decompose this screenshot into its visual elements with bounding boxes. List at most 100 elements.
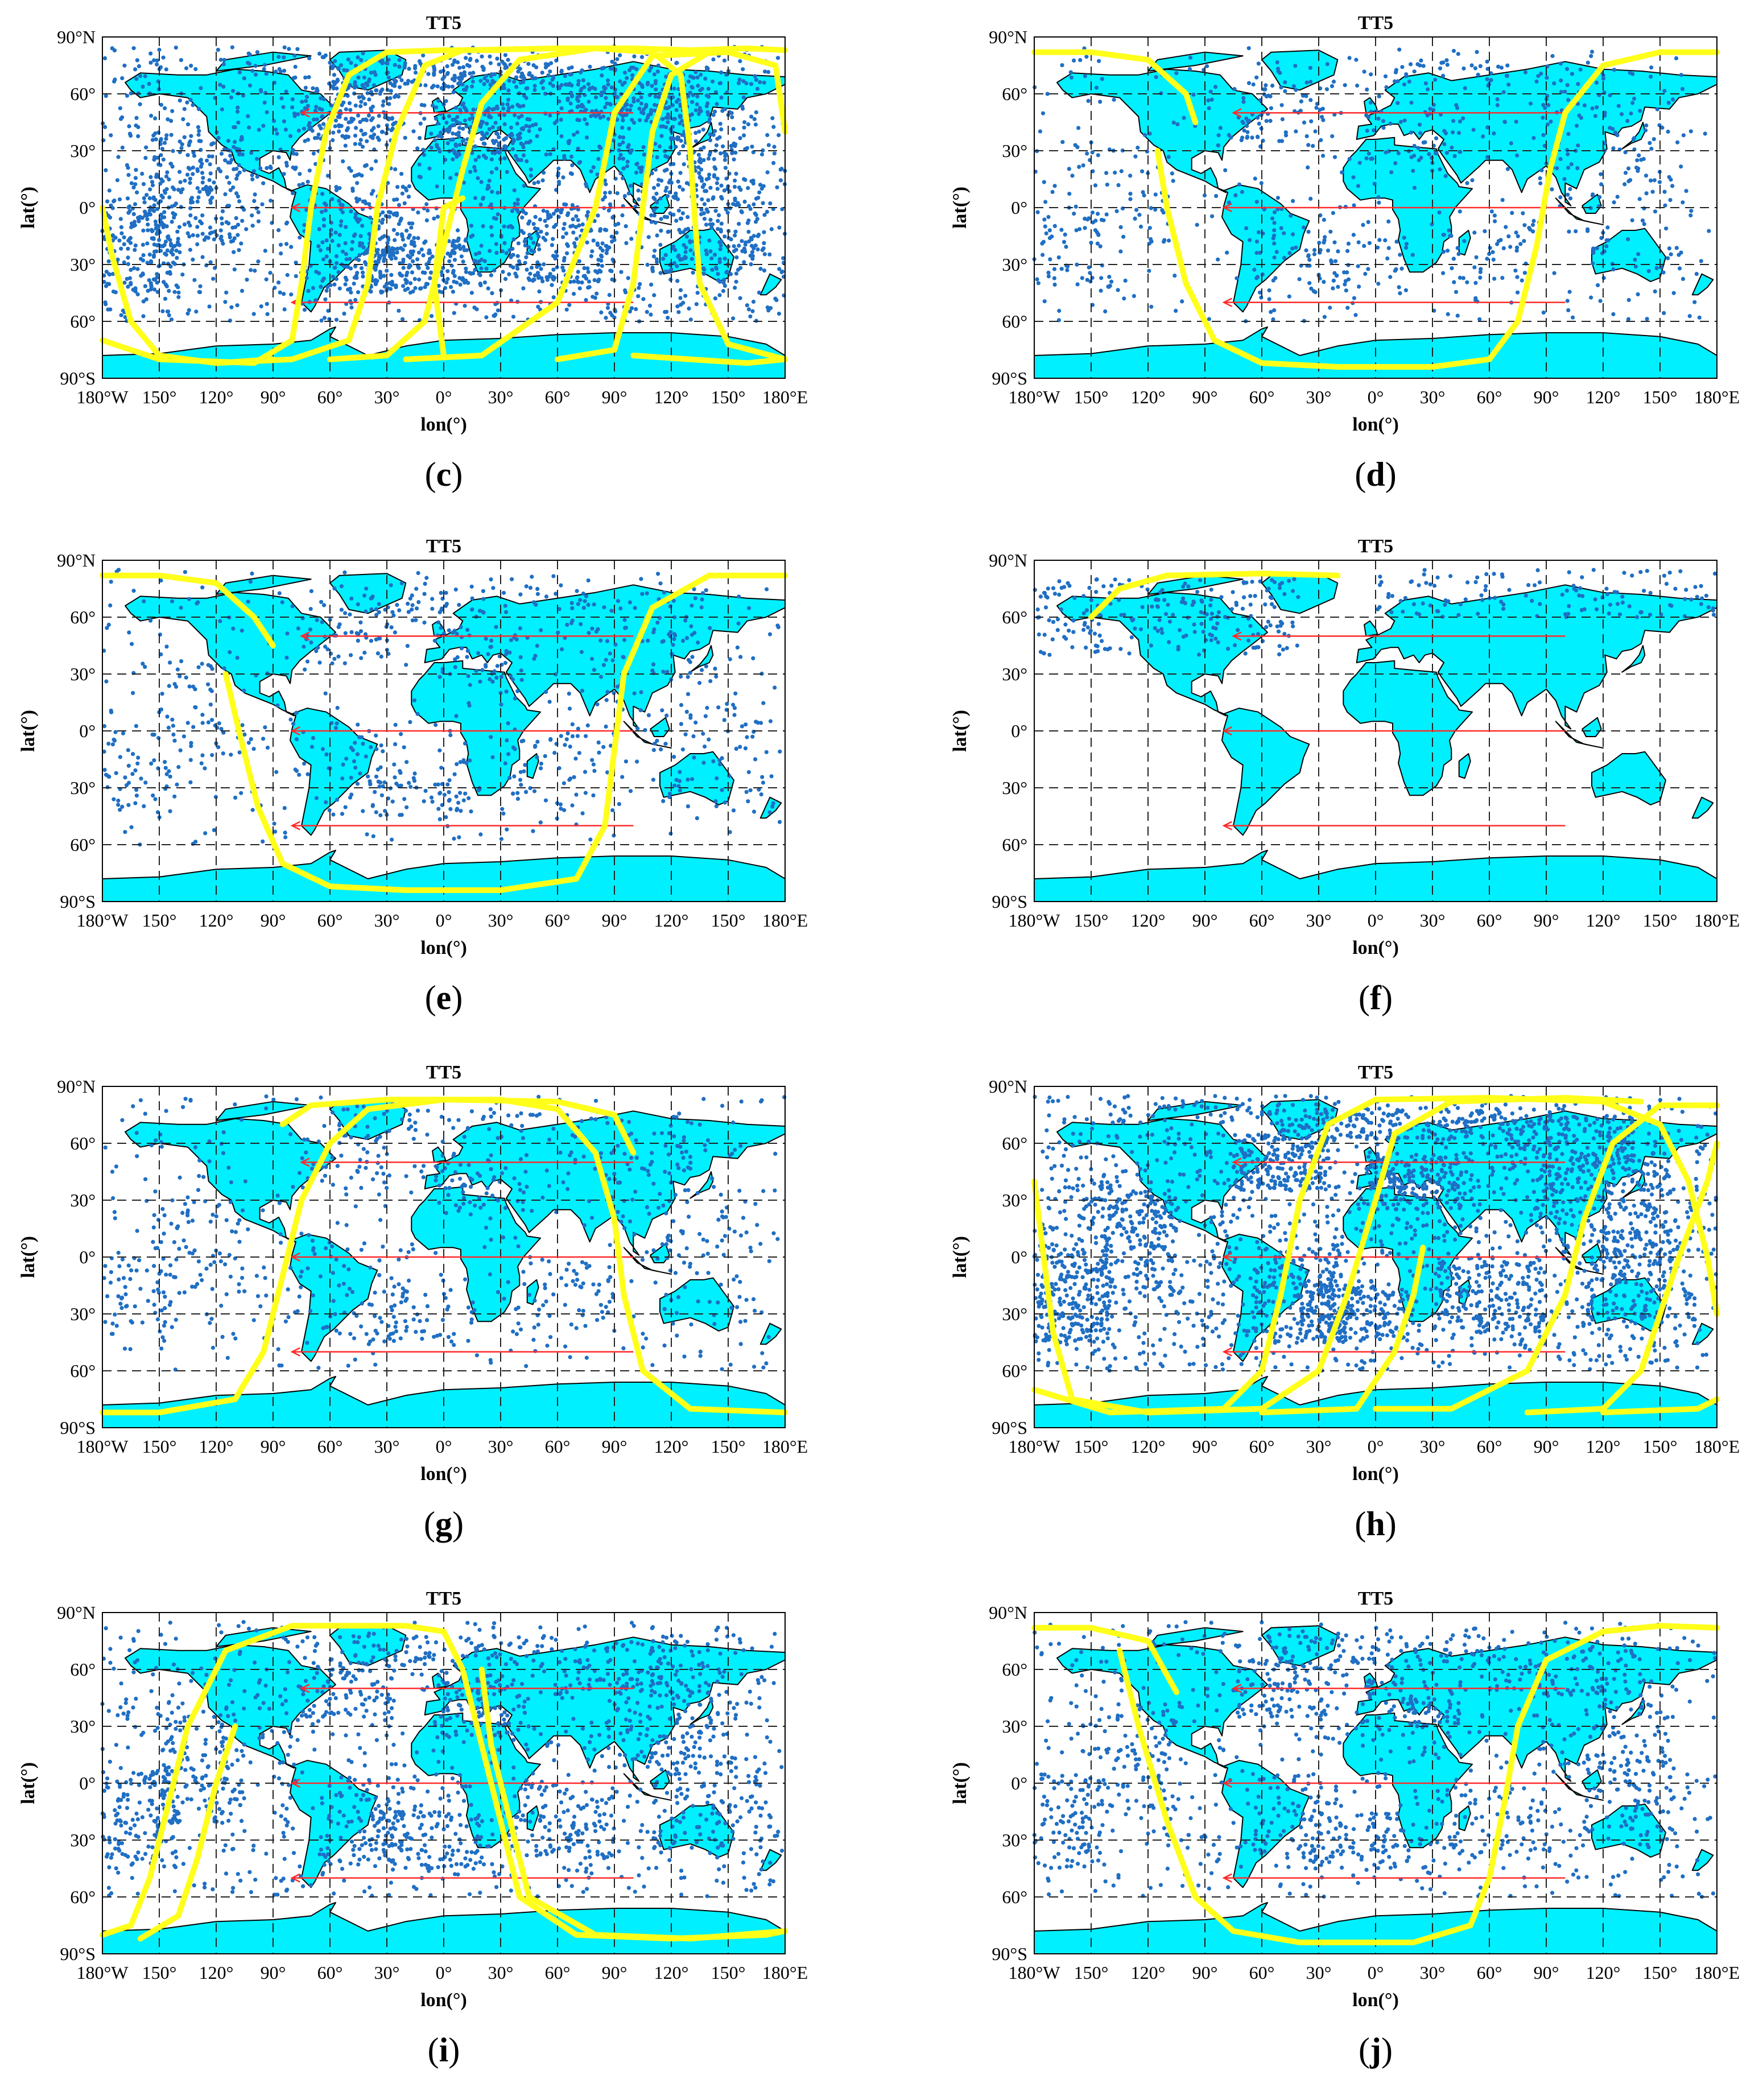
x-tick-label: 150° xyxy=(142,387,177,407)
scatter-point xyxy=(1515,245,1520,250)
scatter-point xyxy=(470,75,474,80)
scatter-point xyxy=(187,684,192,689)
scatter-point xyxy=(533,743,538,748)
scatter-point xyxy=(646,638,650,643)
scatter-point xyxy=(559,734,563,738)
scatter-point xyxy=(1571,315,1575,320)
scatter-point xyxy=(744,81,749,86)
x-tick-label: 60° xyxy=(317,387,343,407)
scatter-point xyxy=(708,138,713,143)
scatter-point xyxy=(650,668,655,673)
scatter-point xyxy=(487,179,492,183)
scatter-point xyxy=(712,157,716,162)
scatter-point xyxy=(441,266,445,270)
scatter-point xyxy=(509,638,514,642)
scatter-point xyxy=(179,58,183,63)
scatter-point xyxy=(1542,143,1547,148)
scatter-point xyxy=(523,261,527,265)
scatter-point xyxy=(490,107,495,112)
scatter-point xyxy=(158,181,163,186)
y-tick-label: 30° xyxy=(70,140,96,161)
scatter-point xyxy=(503,603,507,608)
scatter-point xyxy=(1109,279,1114,284)
scatter-point xyxy=(399,581,404,586)
scatter-point xyxy=(1636,252,1641,257)
scatter-point xyxy=(591,85,595,90)
scatter-point xyxy=(185,231,190,235)
scatter-point xyxy=(257,127,261,132)
scatter-point xyxy=(242,732,247,737)
scatter-point xyxy=(690,100,695,104)
scatter-point xyxy=(1225,250,1229,255)
scatter-point xyxy=(421,53,426,57)
scatter-point xyxy=(389,272,394,277)
scatter-point xyxy=(1611,312,1616,317)
scatter-point xyxy=(1469,63,1474,68)
x-tick-label: 180°W xyxy=(1009,387,1061,407)
scatter-point xyxy=(389,257,394,261)
scatter-point xyxy=(636,188,641,193)
scatter-point xyxy=(1697,315,1702,320)
scatter-point xyxy=(104,284,109,288)
scatter-point xyxy=(653,81,658,85)
scatter-point xyxy=(541,235,546,240)
scatter-point xyxy=(1356,264,1360,268)
scatter-point xyxy=(133,182,138,187)
scatter-point xyxy=(1267,288,1271,293)
scatter-point xyxy=(170,204,174,209)
scatter-point xyxy=(651,630,656,635)
scatter-point xyxy=(198,284,203,288)
scatter-point xyxy=(320,747,325,751)
scatter-point xyxy=(360,266,364,270)
scatter-point xyxy=(330,238,335,243)
scatter-point xyxy=(259,304,263,309)
scatter-point xyxy=(607,293,612,297)
scatter-point xyxy=(1043,200,1048,204)
scatter-point xyxy=(398,771,403,775)
scatter-point xyxy=(1241,96,1246,100)
scatter-point xyxy=(134,724,138,728)
scatter-point xyxy=(731,808,736,813)
scatter-point xyxy=(110,46,114,51)
scatter-point xyxy=(1541,310,1546,315)
scatter-point xyxy=(458,247,463,251)
scatter-point xyxy=(403,288,407,292)
scatter-point xyxy=(358,138,363,142)
scatter-point xyxy=(379,743,383,748)
scatter-point xyxy=(675,304,680,309)
scatter-point xyxy=(507,248,512,253)
scatter-point xyxy=(430,799,435,804)
scatter-point xyxy=(1279,226,1283,230)
scatter-point xyxy=(650,171,654,176)
scatter-point xyxy=(197,290,201,294)
scatter-point xyxy=(587,279,592,284)
scatter-point xyxy=(159,153,163,158)
scatter-point xyxy=(578,70,583,75)
scatter-point xyxy=(461,180,466,185)
scatter-point xyxy=(1559,90,1564,94)
scatter-point xyxy=(609,269,614,274)
scatter-point xyxy=(148,51,153,56)
scatter-point xyxy=(240,218,245,223)
scatter-point xyxy=(510,577,514,581)
scatter-point xyxy=(649,65,654,70)
scatter-point xyxy=(156,238,162,242)
scatter-point xyxy=(528,271,532,276)
scatter-point xyxy=(240,288,245,293)
scatter-point xyxy=(452,311,456,315)
scatter-point xyxy=(291,151,296,156)
scatter-point xyxy=(239,791,243,795)
scatter-point xyxy=(290,105,295,110)
scatter-point xyxy=(427,259,431,264)
scatter-point xyxy=(141,258,146,263)
scatter-point xyxy=(679,138,683,143)
scatter-point xyxy=(1601,276,1606,280)
scatter-point xyxy=(527,71,532,76)
scatter-point xyxy=(518,778,523,782)
scatter-point xyxy=(137,64,141,68)
scatter-point xyxy=(604,316,608,320)
scatter-point xyxy=(510,104,515,109)
scatter-point xyxy=(680,211,685,216)
scatter-point xyxy=(1239,138,1244,142)
scatter-point xyxy=(1052,267,1057,271)
